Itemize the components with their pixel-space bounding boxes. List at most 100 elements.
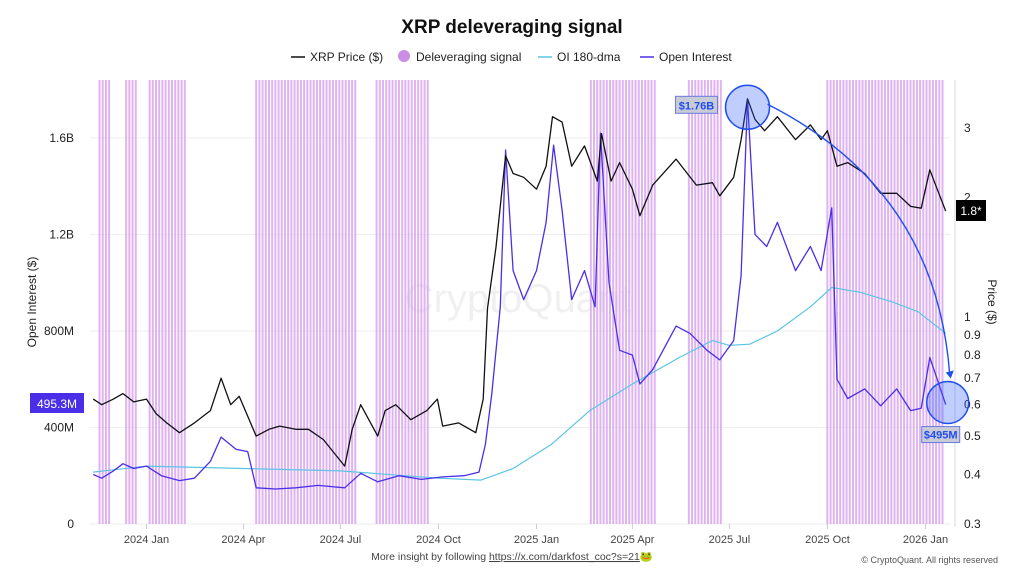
left-axis: 0 400M 800M 1.2B 1.6B bbox=[44, 131, 74, 531]
deleveraging-signal-bar bbox=[861, 80, 864, 524]
grid bbox=[90, 137, 950, 525]
deleveraging-signal-bar bbox=[267, 80, 270, 524]
current-price-marker: 1.8* bbox=[956, 200, 986, 221]
deleveraging-signal-bar bbox=[125, 80, 128, 524]
footer-prefix: More insight by following bbox=[371, 551, 489, 563]
deleveraging-signal-bar bbox=[848, 80, 851, 524]
deleveraging-signal-bar bbox=[287, 80, 290, 524]
left-tick-label: 1.2B bbox=[49, 227, 74, 241]
deleveraging-signal-bar bbox=[624, 80, 627, 524]
deleveraging-signal-bar bbox=[104, 80, 107, 524]
legend-item-open-interest[interactable]: Open Interest bbox=[640, 50, 732, 64]
deleveraging-signal-bar bbox=[131, 80, 134, 524]
frog-emoji: 🐸 bbox=[640, 551, 653, 563]
deleveraging-signal-bar bbox=[174, 80, 177, 524]
deleveraging-signal-bar bbox=[417, 80, 420, 524]
deleveraging-signal-bar bbox=[167, 80, 170, 524]
deleveraging-signal-bar bbox=[128, 80, 131, 524]
deleveraging-signal-bar bbox=[615, 80, 618, 524]
deleveraging-signal-bar bbox=[378, 80, 381, 524]
deleveraging-signal-bar bbox=[877, 80, 880, 524]
footer-link[interactable]: https://x.com/darkfost_coc?s=21 bbox=[489, 551, 640, 563]
deleveraging-signal-bar bbox=[839, 80, 842, 524]
svg-text:More insight by following http: More insight by following https://x.com/… bbox=[371, 551, 653, 563]
deleveraging-signal-bar bbox=[922, 80, 925, 524]
deleveraging-signal-bar bbox=[322, 80, 325, 524]
deleveraging-signal-bar bbox=[280, 80, 283, 524]
deleveraging-signal-bar bbox=[391, 80, 394, 524]
x-tick-label: 2024 Jul bbox=[320, 534, 362, 546]
left-tick-label: 400M bbox=[44, 420, 74, 434]
deleveraging-signal-bar bbox=[941, 80, 944, 524]
deleveraging-signal-bar bbox=[858, 80, 861, 524]
end-label: $495M bbox=[924, 430, 958, 442]
deleveraging-signal-bar bbox=[864, 80, 867, 524]
deleveraging-signal-bar bbox=[299, 80, 302, 524]
footer: More insight by following https://x.com/… bbox=[371, 551, 998, 565]
deleveraging-signal-bar bbox=[640, 80, 643, 524]
right-axis-label: Price ($) bbox=[985, 279, 999, 324]
right-tick-label: 2 bbox=[964, 191, 971, 205]
deleveraging-signal-bar bbox=[589, 80, 592, 524]
end-circle bbox=[925, 380, 970, 425]
deleveraging-signal-bar bbox=[832, 80, 835, 524]
left-tick-label: 800M bbox=[44, 324, 74, 338]
legend-item-deleveraging[interactable]: Deleveraging signal bbox=[398, 50, 521, 64]
legend-item-price[interactable]: XRP Price ($) bbox=[291, 50, 383, 64]
deleveraging-signal-bar bbox=[842, 80, 845, 524]
current-oi-marker: 495.3M bbox=[30, 393, 84, 413]
deleveraging-signal-bar bbox=[375, 80, 378, 524]
deleveraging-signal-bar bbox=[303, 80, 306, 524]
deleveraging-signal-bar bbox=[845, 80, 848, 524]
deleveraging-signal-bar bbox=[826, 80, 829, 524]
deleveraging-signal-bar bbox=[101, 80, 104, 524]
deleveraging-signal-bar bbox=[261, 80, 264, 524]
deleveraging-signal-bar bbox=[331, 80, 334, 524]
deleveraging-signal-bar bbox=[608, 80, 611, 524]
deleveraging-signal-bar bbox=[903, 80, 906, 524]
deleveraging-signal-bar bbox=[155, 80, 158, 524]
annotations: $1.76B $495M bbox=[675, 84, 970, 444]
legend-label: Open Interest bbox=[659, 50, 732, 64]
deleveraging-signal-bar bbox=[108, 80, 111, 524]
x-tick-label: 2024 Apr bbox=[221, 534, 265, 546]
series-line-oi-180-dma bbox=[93, 286, 947, 481]
deleveraging-signal-bar bbox=[912, 80, 915, 524]
deleveraging-signal-bar bbox=[271, 80, 274, 524]
deleveraging-signal-bar bbox=[277, 80, 280, 524]
deleveraging-signal-bar bbox=[397, 80, 400, 524]
peak-label-box bbox=[675, 95, 719, 114]
deleveraging-signal-bar bbox=[829, 80, 832, 524]
legend-item-oi-dma[interactable]: OI 180-dma bbox=[538, 50, 621, 64]
deleveraging-signal-bar bbox=[347, 80, 350, 524]
legend-label: Deleveraging signal bbox=[416, 50, 521, 64]
end-label-box bbox=[921, 426, 961, 444]
x-tick-label: 2024 Jan bbox=[124, 534, 169, 546]
deleveraging-signal-bar bbox=[938, 80, 941, 524]
deleveraging-signal-bar bbox=[612, 80, 615, 524]
deleveraging-signal-bar bbox=[605, 80, 608, 524]
deleveraging-signal-bar bbox=[687, 80, 690, 524]
deleveraging-signal-bar bbox=[98, 80, 101, 524]
deleveraging-signal-bar bbox=[328, 80, 331, 524]
deleveraging-signal-bar bbox=[928, 80, 931, 524]
right-tick-label: 0.5 bbox=[964, 429, 981, 443]
deleveraging-signal-bar bbox=[919, 80, 922, 524]
deleveraging-signal-bar bbox=[915, 80, 918, 524]
deleveraging-signal-bar bbox=[906, 80, 909, 524]
deleveraging-signal-bar bbox=[407, 80, 410, 524]
deleveraging-signal-bar bbox=[871, 80, 874, 524]
deleveraging-signal-bar bbox=[177, 80, 180, 524]
deleveraging-signal-bar bbox=[338, 80, 341, 524]
deleveraging-signal-bar bbox=[148, 80, 151, 524]
deleveraging-signal-bar bbox=[413, 80, 416, 524]
deleveraging-signal-bar bbox=[637, 80, 640, 524]
deleveraging-signal-bar bbox=[713, 80, 716, 524]
legend-label: OI 180-dma bbox=[557, 50, 621, 64]
deleveraging-signal-bar bbox=[628, 80, 631, 524]
deleveraging-signal-bar bbox=[835, 80, 838, 524]
deleveraging-signal-bar bbox=[644, 80, 647, 524]
series-lines bbox=[92, 98, 947, 490]
deleveraging-signal-bar bbox=[631, 80, 634, 524]
chart-title: XRP deleveraging signal bbox=[401, 17, 622, 38]
